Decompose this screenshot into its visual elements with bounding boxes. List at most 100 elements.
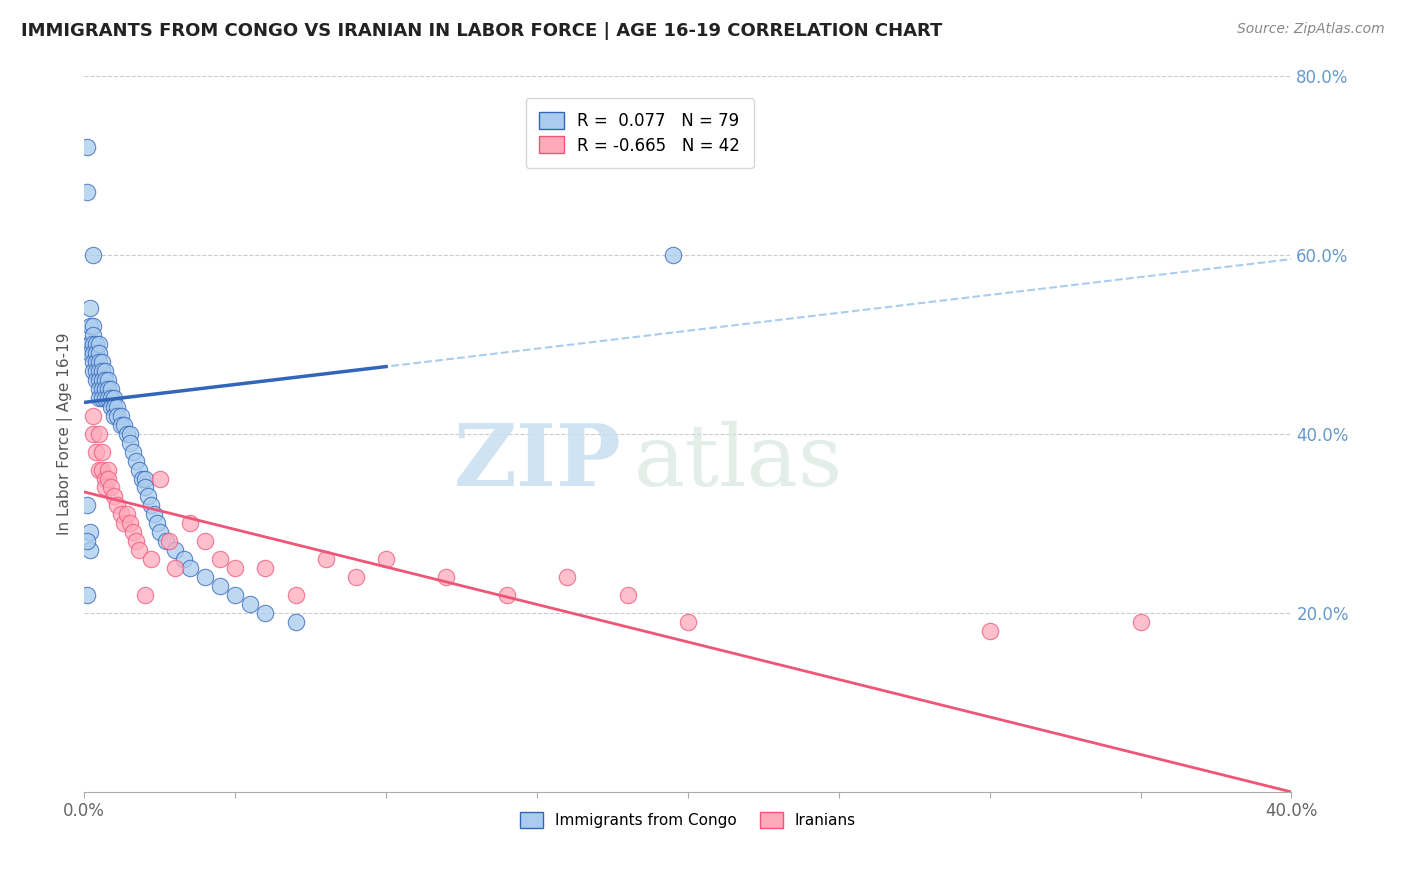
Text: ZIP: ZIP (454, 420, 621, 504)
Point (128, 462, 150, 476)
Point (100, 400, 122, 414)
Text: IMMIGRANTS FROM CONGO VS IRANIAN IN LABOR FORCE | AGE 16-19 CORRELATION CHART: IMMIGRANTS FROM CONGO VS IRANIAN IN LABO… (21, 22, 942, 40)
Point (79, 543, 101, 558)
Point (662, 247, 685, 261)
Point (79, 337, 101, 351)
Point (100, 382, 122, 396)
Point (89, 426, 111, 441)
Point (209, 552, 232, 566)
Point (89, 364, 111, 378)
Point (224, 588, 246, 602)
Point (103, 490, 125, 504)
Point (82, 319, 104, 334)
Point (89, 382, 111, 396)
Point (344, 570, 367, 584)
Point (91, 391, 114, 405)
Point (107, 400, 129, 414)
Point (124, 453, 146, 467)
Point (110, 409, 132, 423)
Point (79, 525, 101, 540)
Text: Source: ZipAtlas.com: Source: ZipAtlas.com (1237, 22, 1385, 37)
Point (155, 534, 177, 549)
Point (157, 534, 180, 549)
Point (115, 426, 138, 441)
Point (91, 373, 114, 387)
Point (149, 471, 172, 485)
Point (82, 337, 104, 351)
Point (86, 364, 108, 378)
Point (76, 534, 98, 549)
Point (103, 400, 125, 414)
Point (82, 346, 104, 360)
Point (128, 543, 150, 558)
Point (89, 391, 111, 405)
Point (134, 471, 156, 485)
Point (495, 588, 517, 602)
Point (86, 373, 108, 387)
Point (97, 471, 120, 485)
Text: atlas: atlas (634, 421, 842, 504)
Point (82, 328, 104, 343)
Point (94, 391, 117, 405)
Point (134, 588, 156, 602)
Point (82, 409, 104, 423)
Point (134, 480, 156, 494)
Legend: Immigrants from Congo, Iranians: Immigrants from Congo, Iranians (513, 806, 862, 835)
Point (103, 391, 125, 405)
Point (112, 516, 135, 531)
Point (145, 516, 167, 531)
Point (118, 426, 141, 441)
Point (79, 337, 101, 351)
Point (100, 480, 122, 494)
Point (82, 247, 104, 261)
Point (118, 516, 141, 531)
Point (82, 364, 104, 378)
Point (86, 355, 108, 369)
Point (136, 490, 159, 504)
Point (110, 417, 132, 432)
Point (121, 444, 143, 458)
Point (284, 615, 307, 629)
Point (86, 444, 108, 458)
Point (76, 185, 98, 199)
Point (89, 346, 111, 360)
Point (79, 319, 101, 334)
Point (254, 561, 277, 575)
Point (179, 516, 201, 531)
Point (239, 597, 262, 611)
Point (139, 552, 162, 566)
Point (194, 534, 217, 549)
Point (149, 525, 172, 540)
Point (91, 444, 114, 458)
Point (375, 552, 398, 566)
Point (89, 355, 111, 369)
Point (121, 525, 143, 540)
Point (163, 561, 186, 575)
Point (97, 462, 120, 476)
Point (224, 561, 246, 575)
Point (79, 346, 101, 360)
Point (97, 382, 120, 396)
Point (173, 552, 195, 566)
Point (676, 615, 699, 629)
Point (979, 624, 1001, 638)
Point (103, 409, 125, 423)
Point (82, 426, 104, 441)
Point (91, 462, 114, 476)
Point (97, 391, 120, 405)
Point (163, 543, 186, 558)
Point (179, 561, 201, 575)
Point (110, 508, 132, 522)
Point (89, 337, 111, 351)
Point (284, 588, 307, 602)
Point (131, 471, 153, 485)
Point (76, 140, 98, 154)
Point (91, 364, 114, 378)
Point (91, 355, 114, 369)
Y-axis label: In Labor Force | Age 16-19: In Labor Force | Age 16-19 (58, 333, 73, 535)
Point (89, 373, 111, 387)
Point (79, 301, 101, 316)
Point (315, 552, 337, 566)
Point (94, 471, 117, 485)
Point (94, 382, 117, 396)
